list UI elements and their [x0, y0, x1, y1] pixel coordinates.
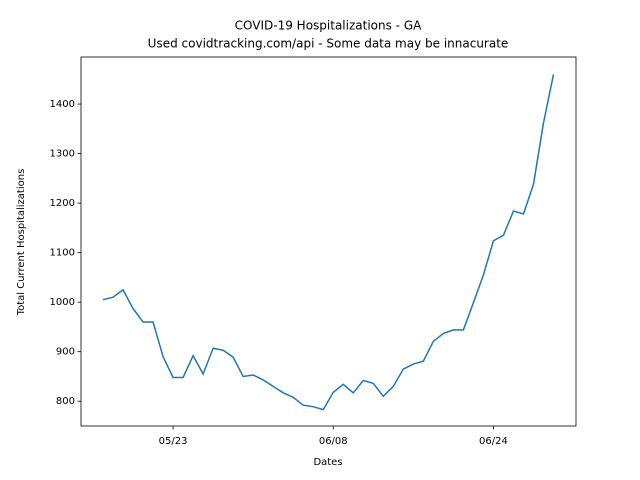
- x-tick-label: 06/08: [319, 436, 348, 447]
- y-tick-label: 900: [56, 347, 75, 358]
- y-tick-label: 1000: [50, 297, 75, 308]
- y-tick-label: 1100: [50, 248, 75, 259]
- x-tick-label: 06/24: [479, 436, 508, 447]
- y-tick-label: 800: [56, 396, 75, 407]
- y-tick-label: 1300: [50, 149, 75, 160]
- chart-subtitle: Used covidtracking.com/api - Some data m…: [148, 37, 509, 51]
- y-tick-label: 1400: [50, 99, 75, 110]
- chart-title: COVID-19 Hospitalizations - GA: [235, 19, 422, 33]
- y-tick-label: 1200: [50, 198, 75, 209]
- x-axis-label: Dates: [313, 457, 342, 468]
- x-tick-label: 05/23: [159, 436, 188, 447]
- data-line: [102, 74, 555, 411]
- y-axis-label: Total Current Hospitalizations: [16, 169, 27, 317]
- plot-frame: [80, 56, 577, 427]
